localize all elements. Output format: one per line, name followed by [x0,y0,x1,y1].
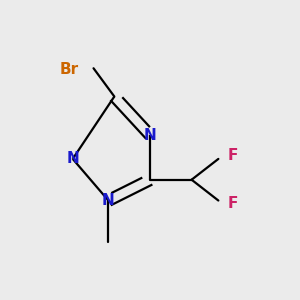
Text: N: N [66,152,79,166]
Text: Br: Br [59,62,79,77]
Text: F: F [227,196,238,211]
Text: N: N [144,128,156,142]
Text: F: F [227,148,238,164]
Text: N: N [102,193,115,208]
